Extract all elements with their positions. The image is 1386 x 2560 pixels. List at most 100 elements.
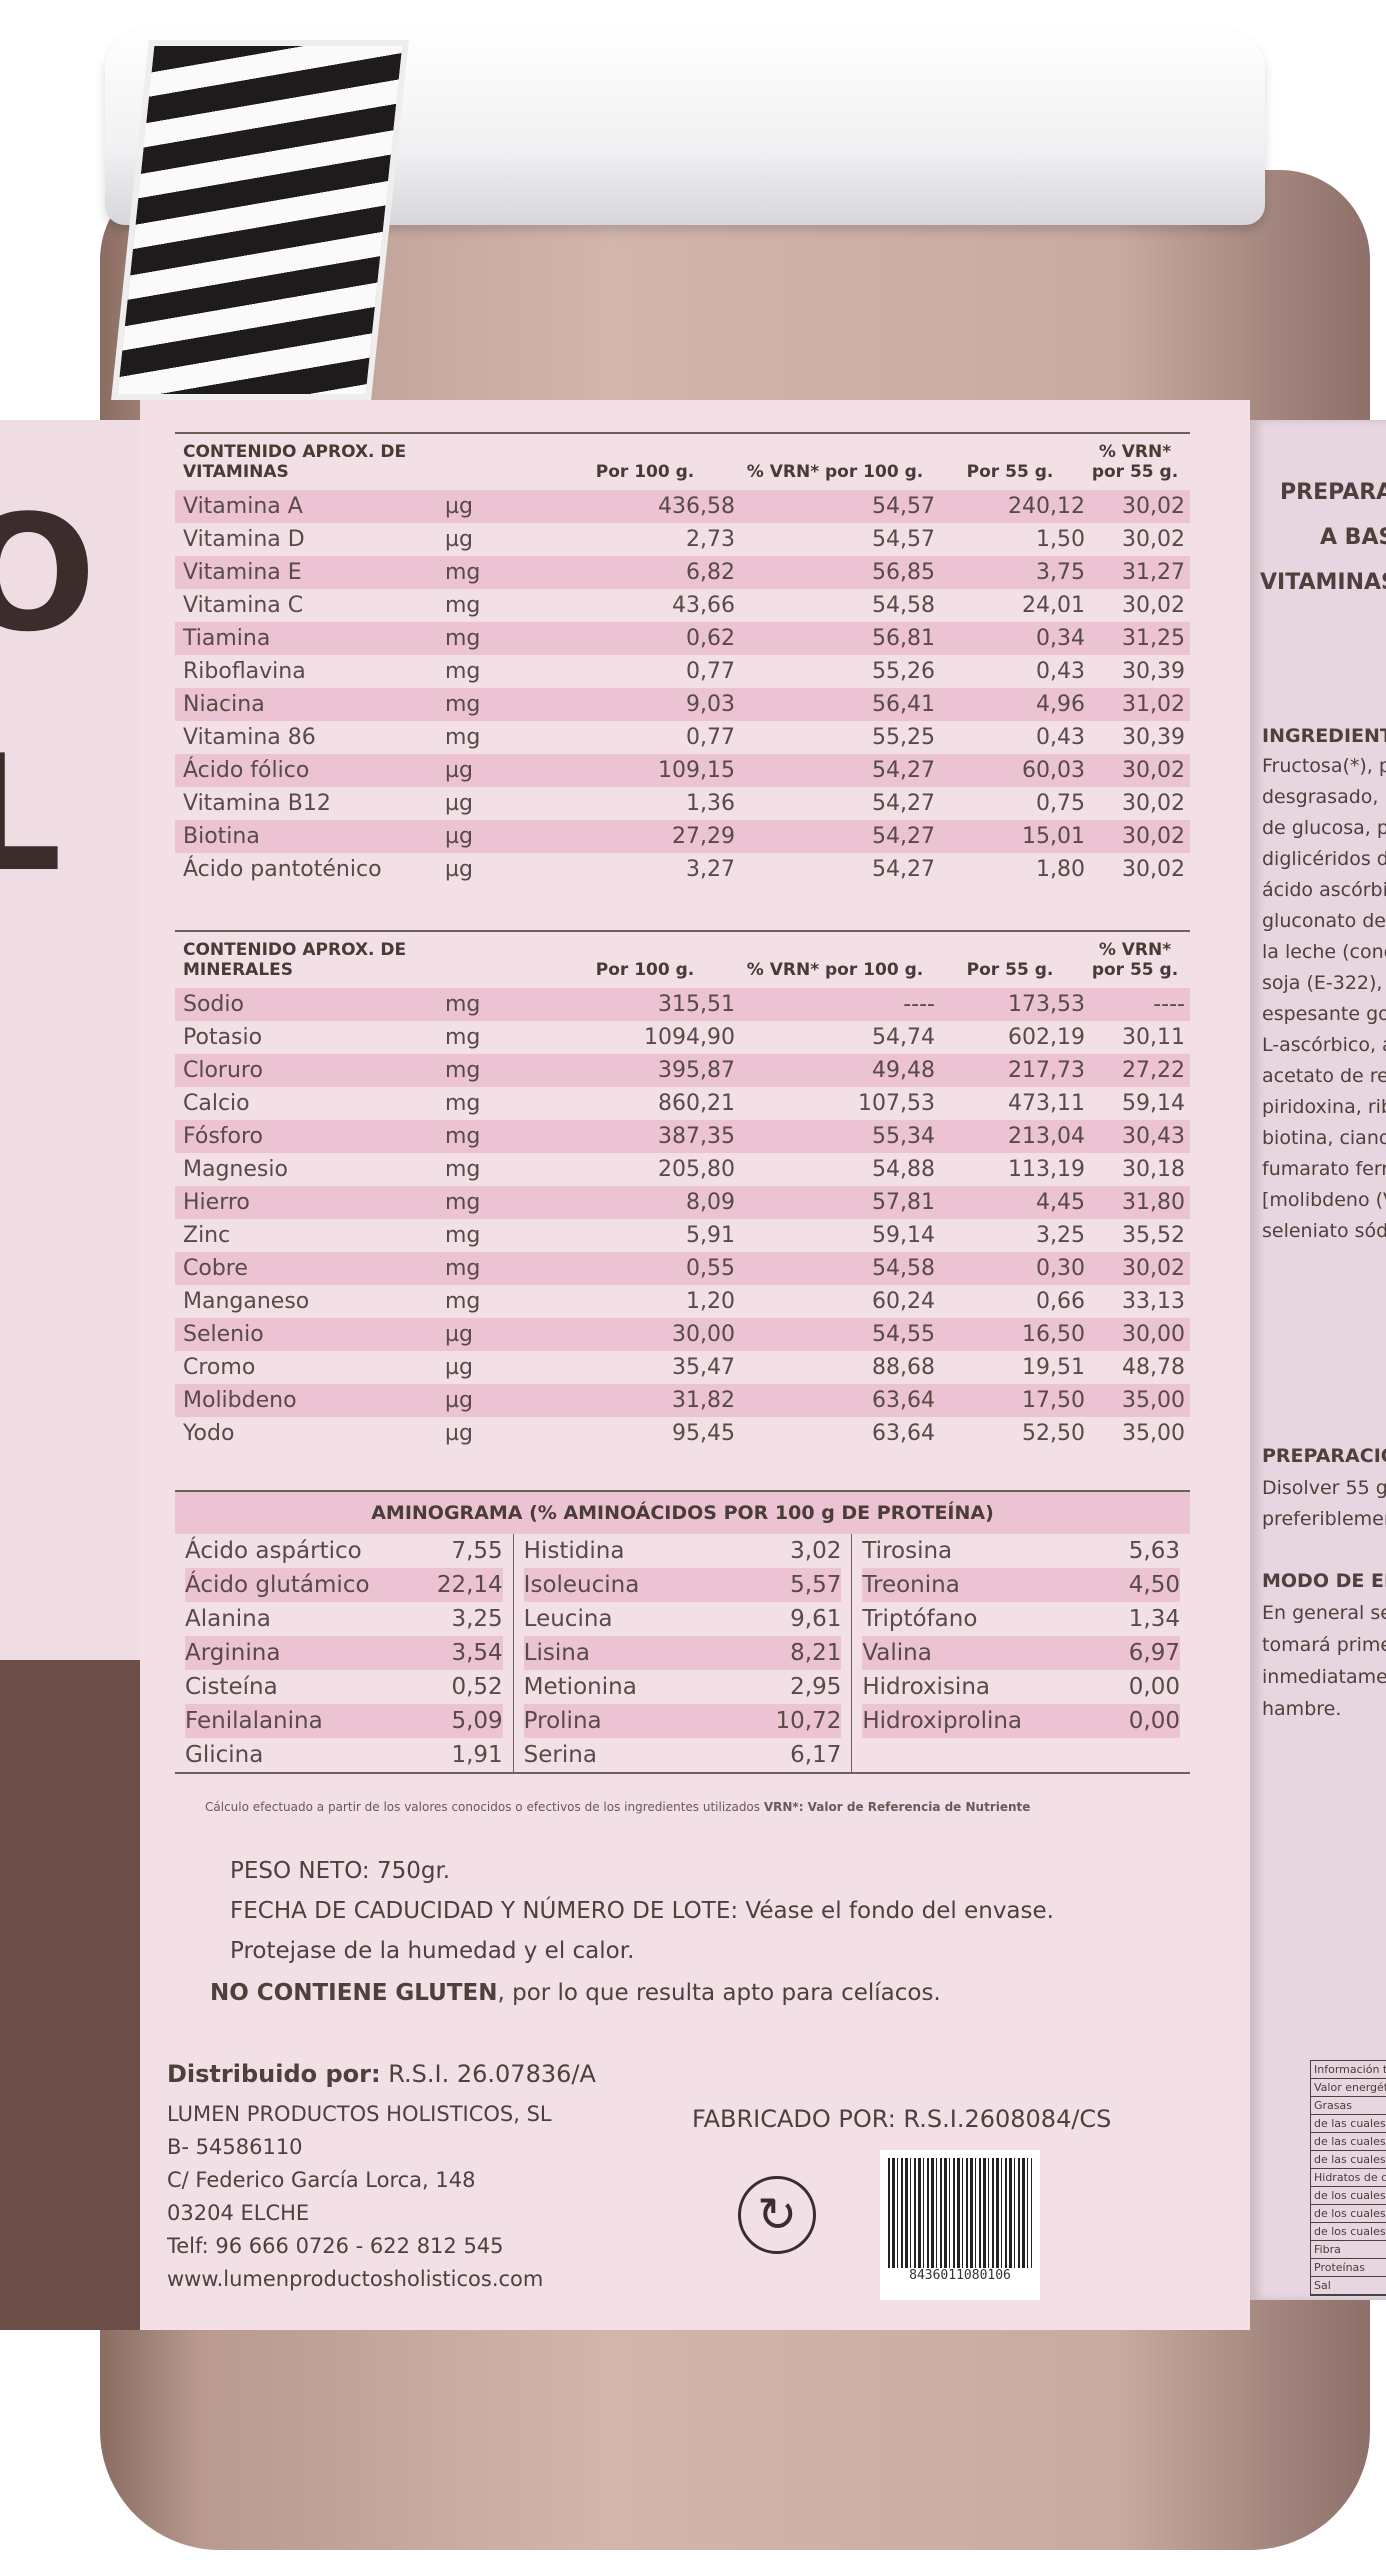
ingredients-line: espesante goma bbox=[1262, 1003, 1386, 1025]
table-cell: 54,57 bbox=[872, 527, 935, 552]
amino-acid-value: 3,02 bbox=[790, 1538, 842, 1564]
aminogram-row: Leucina 9,61 bbox=[524, 1602, 842, 1636]
table-cell: 173,53 bbox=[1008, 992, 1085, 1017]
table-cell: mg bbox=[445, 1190, 481, 1215]
table-cell: µg bbox=[445, 791, 473, 816]
table-cell: Sodio bbox=[183, 992, 244, 1017]
recycle-green-dot-icon: ↻ bbox=[738, 2176, 816, 2254]
aminogram-row: Valina 6,97 bbox=[862, 1636, 1181, 1670]
table-cell: 54,27 bbox=[872, 824, 935, 849]
distributor-line: 03204 ELCHE bbox=[167, 2201, 310, 2225]
nutrition-row: Valor energético bbox=[1311, 2079, 1386, 2097]
table-row: Vitamina B12 µg 1,36 54,27 0,75 30,02 bbox=[175, 787, 1190, 820]
storage: Protejase de la humedad y el calor. bbox=[230, 1938, 635, 1964]
ingredients-line: piridoxina, ribofl bbox=[1262, 1096, 1386, 1118]
amino-acid-value: 7,55 bbox=[451, 1538, 503, 1564]
header-cell: Por 55 g. bbox=[966, 462, 1054, 482]
nutrition-row: de las cuales bbox=[1311, 2133, 1386, 2151]
table-cell: Molibdeno bbox=[183, 1388, 297, 1413]
product-title-line: PREPARAD bbox=[1280, 480, 1386, 505]
table-cell: 205,80 bbox=[658, 1157, 735, 1182]
table-row: Vitamina E mg 6,82 56,85 3,75 31,27 bbox=[175, 556, 1190, 589]
table-body: Sodio mg 315,51 ---- 173,53 ---- Potasio mg 1094… bbox=[175, 988, 1190, 1450]
amino-acid-name: Cisteína bbox=[185, 1674, 278, 1700]
header-cell: Por 100 g. bbox=[595, 960, 695, 980]
ingredients-line: desgrasado, ma bbox=[1262, 786, 1386, 808]
header-cell: % VRN* por 55 g. bbox=[1091, 442, 1179, 482]
ingredients-line: Fructosa(*), prot bbox=[1262, 755, 1386, 777]
nutrition-row: de las cuales bbox=[1311, 2151, 1386, 2169]
usage-line: inmediatamente bbox=[1262, 1666, 1386, 1688]
aminogram-table: AMINOGRAMA (% AMINOÁCIDOS POR 100 g DE P… bbox=[175, 1490, 1190, 1774]
gluten-free: NO CONTIENE GLUTEN, por lo que resulta a… bbox=[210, 1980, 941, 2006]
table-cell: 4,45 bbox=[1036, 1190, 1085, 1215]
aminogram-column: Tirosina 5,63 Treonina 4,50 Triptófano 1,34 Va… bbox=[852, 1534, 1190, 1772]
table-cell: 30,02 bbox=[1122, 857, 1185, 882]
table-cell: 1,80 bbox=[1036, 857, 1085, 882]
table-cell: 60,24 bbox=[872, 1289, 935, 1314]
table-cell: Manganeso bbox=[183, 1289, 310, 1314]
preparation-line: preferiblemente bbox=[1262, 1508, 1386, 1530]
amino-acid-value: 22,14 bbox=[436, 1572, 503, 1598]
amino-acid-value: 5,57 bbox=[790, 1572, 842, 1598]
table-row: Hierro mg 8,09 57,81 4,45 31,80 bbox=[175, 1186, 1190, 1219]
table-cell: µg bbox=[445, 1388, 473, 1413]
nutrition-row: Fibra bbox=[1311, 2241, 1386, 2259]
amino-acid-value: 9,61 bbox=[790, 1606, 842, 1632]
aminogram-row: Metionina 2,95 bbox=[524, 1670, 842, 1704]
table-cell: 30,02 bbox=[1122, 758, 1185, 783]
table-cell: 30,00 bbox=[672, 1322, 735, 1347]
ingredients-line: la leche (concen bbox=[1262, 941, 1386, 963]
table-row: Riboflavina mg 0,77 55,26 0,43 30,39 bbox=[175, 655, 1190, 688]
header-cell: % VRN* por 55 g. bbox=[1091, 940, 1179, 980]
distributor-label: Distribuido por: bbox=[167, 2060, 381, 2088]
table-cell: 217,73 bbox=[1008, 1058, 1085, 1083]
table-cell: 0,55 bbox=[686, 1256, 735, 1281]
distributor-line: B- 54586110 bbox=[167, 2135, 303, 2159]
distributor-line: www.lumenproductosholisticos.com bbox=[167, 2267, 544, 2291]
table-row: Zinc mg 5,91 59,14 3,25 35,52 bbox=[175, 1219, 1190, 1252]
table-row: Niacina mg 9,03 56,41 4,96 31,02 bbox=[175, 688, 1190, 721]
amino-acid-value: 0,00 bbox=[1128, 1708, 1181, 1734]
table-cell: 48,78 bbox=[1122, 1355, 1185, 1380]
table-cell: 16,50 bbox=[1022, 1322, 1085, 1347]
nutrition-label bbox=[140, 400, 1250, 2330]
amino-acid-value: 0,52 bbox=[451, 1674, 503, 1700]
amino-acid-name: Isoleucina bbox=[523, 1572, 640, 1598]
aminogram-row: Treonina 4,50 bbox=[862, 1568, 1181, 1602]
table-cell: 54,74 bbox=[872, 1025, 935, 1050]
table-cell: mg bbox=[445, 1091, 481, 1116]
table-row: Cromo µg 35,47 88,68 19,51 48,78 bbox=[175, 1351, 1190, 1384]
amino-acid-name: Fenilalanina bbox=[185, 1708, 323, 1734]
table-cell: ---- bbox=[1153, 992, 1185, 1017]
table-cell: 1094,90 bbox=[644, 1025, 735, 1050]
amino-acid-name: Prolina bbox=[523, 1708, 602, 1734]
table-cell: 3,25 bbox=[1036, 1223, 1085, 1248]
amino-acid-value: 3,54 bbox=[451, 1640, 503, 1666]
table-cell: Fósforo bbox=[183, 1124, 264, 1149]
aminogram-row: Ácido glutámico 22,14 bbox=[185, 1568, 503, 1602]
powder-visible bbox=[0, 1660, 140, 2330]
table-cell: 31,80 bbox=[1122, 1190, 1185, 1215]
table-cell: 27,22 bbox=[1122, 1058, 1185, 1083]
table-cell: 59,14 bbox=[1122, 1091, 1185, 1116]
table-cell: 3,75 bbox=[1036, 560, 1085, 585]
footnote-vrn: VRN*: Valor de Referencia de Nutriente bbox=[763, 1800, 1031, 1814]
nutrition-row: Proteínas bbox=[1311, 2259, 1386, 2277]
amino-acid-name: Serina bbox=[523, 1742, 597, 1768]
table-row: Sodio mg 315,51 ---- 173,53 ---- bbox=[175, 988, 1190, 1021]
table-cell: 54,58 bbox=[872, 593, 935, 618]
table-row: Potasio mg 1094,90 54,74 602,19 30,11 bbox=[175, 1021, 1190, 1054]
barcode-number: 8436011080106 bbox=[909, 2268, 1011, 2283]
side-label-panel: PREPARAD A BAS VITAMINAS Y INGREDIENTES: Fru… bbox=[1250, 420, 1386, 2300]
table-cell: 31,27 bbox=[1122, 560, 1185, 585]
table-row: Vitamina C mg 43,66 54,58 24,01 30,02 bbox=[175, 589, 1190, 622]
nutrition-row: Sal bbox=[1311, 2277, 1386, 2295]
amino-acid-name: Lisina bbox=[523, 1640, 590, 1666]
table-cell: 3,27 bbox=[686, 857, 735, 882]
table-cell: Niacina bbox=[183, 692, 265, 717]
table-cell: ---- bbox=[903, 992, 935, 1017]
table-cell: Vitamina A bbox=[183, 494, 303, 519]
table-cell: 387,35 bbox=[658, 1124, 735, 1149]
aminogram-row: Arginina 3,54 bbox=[185, 1636, 503, 1670]
